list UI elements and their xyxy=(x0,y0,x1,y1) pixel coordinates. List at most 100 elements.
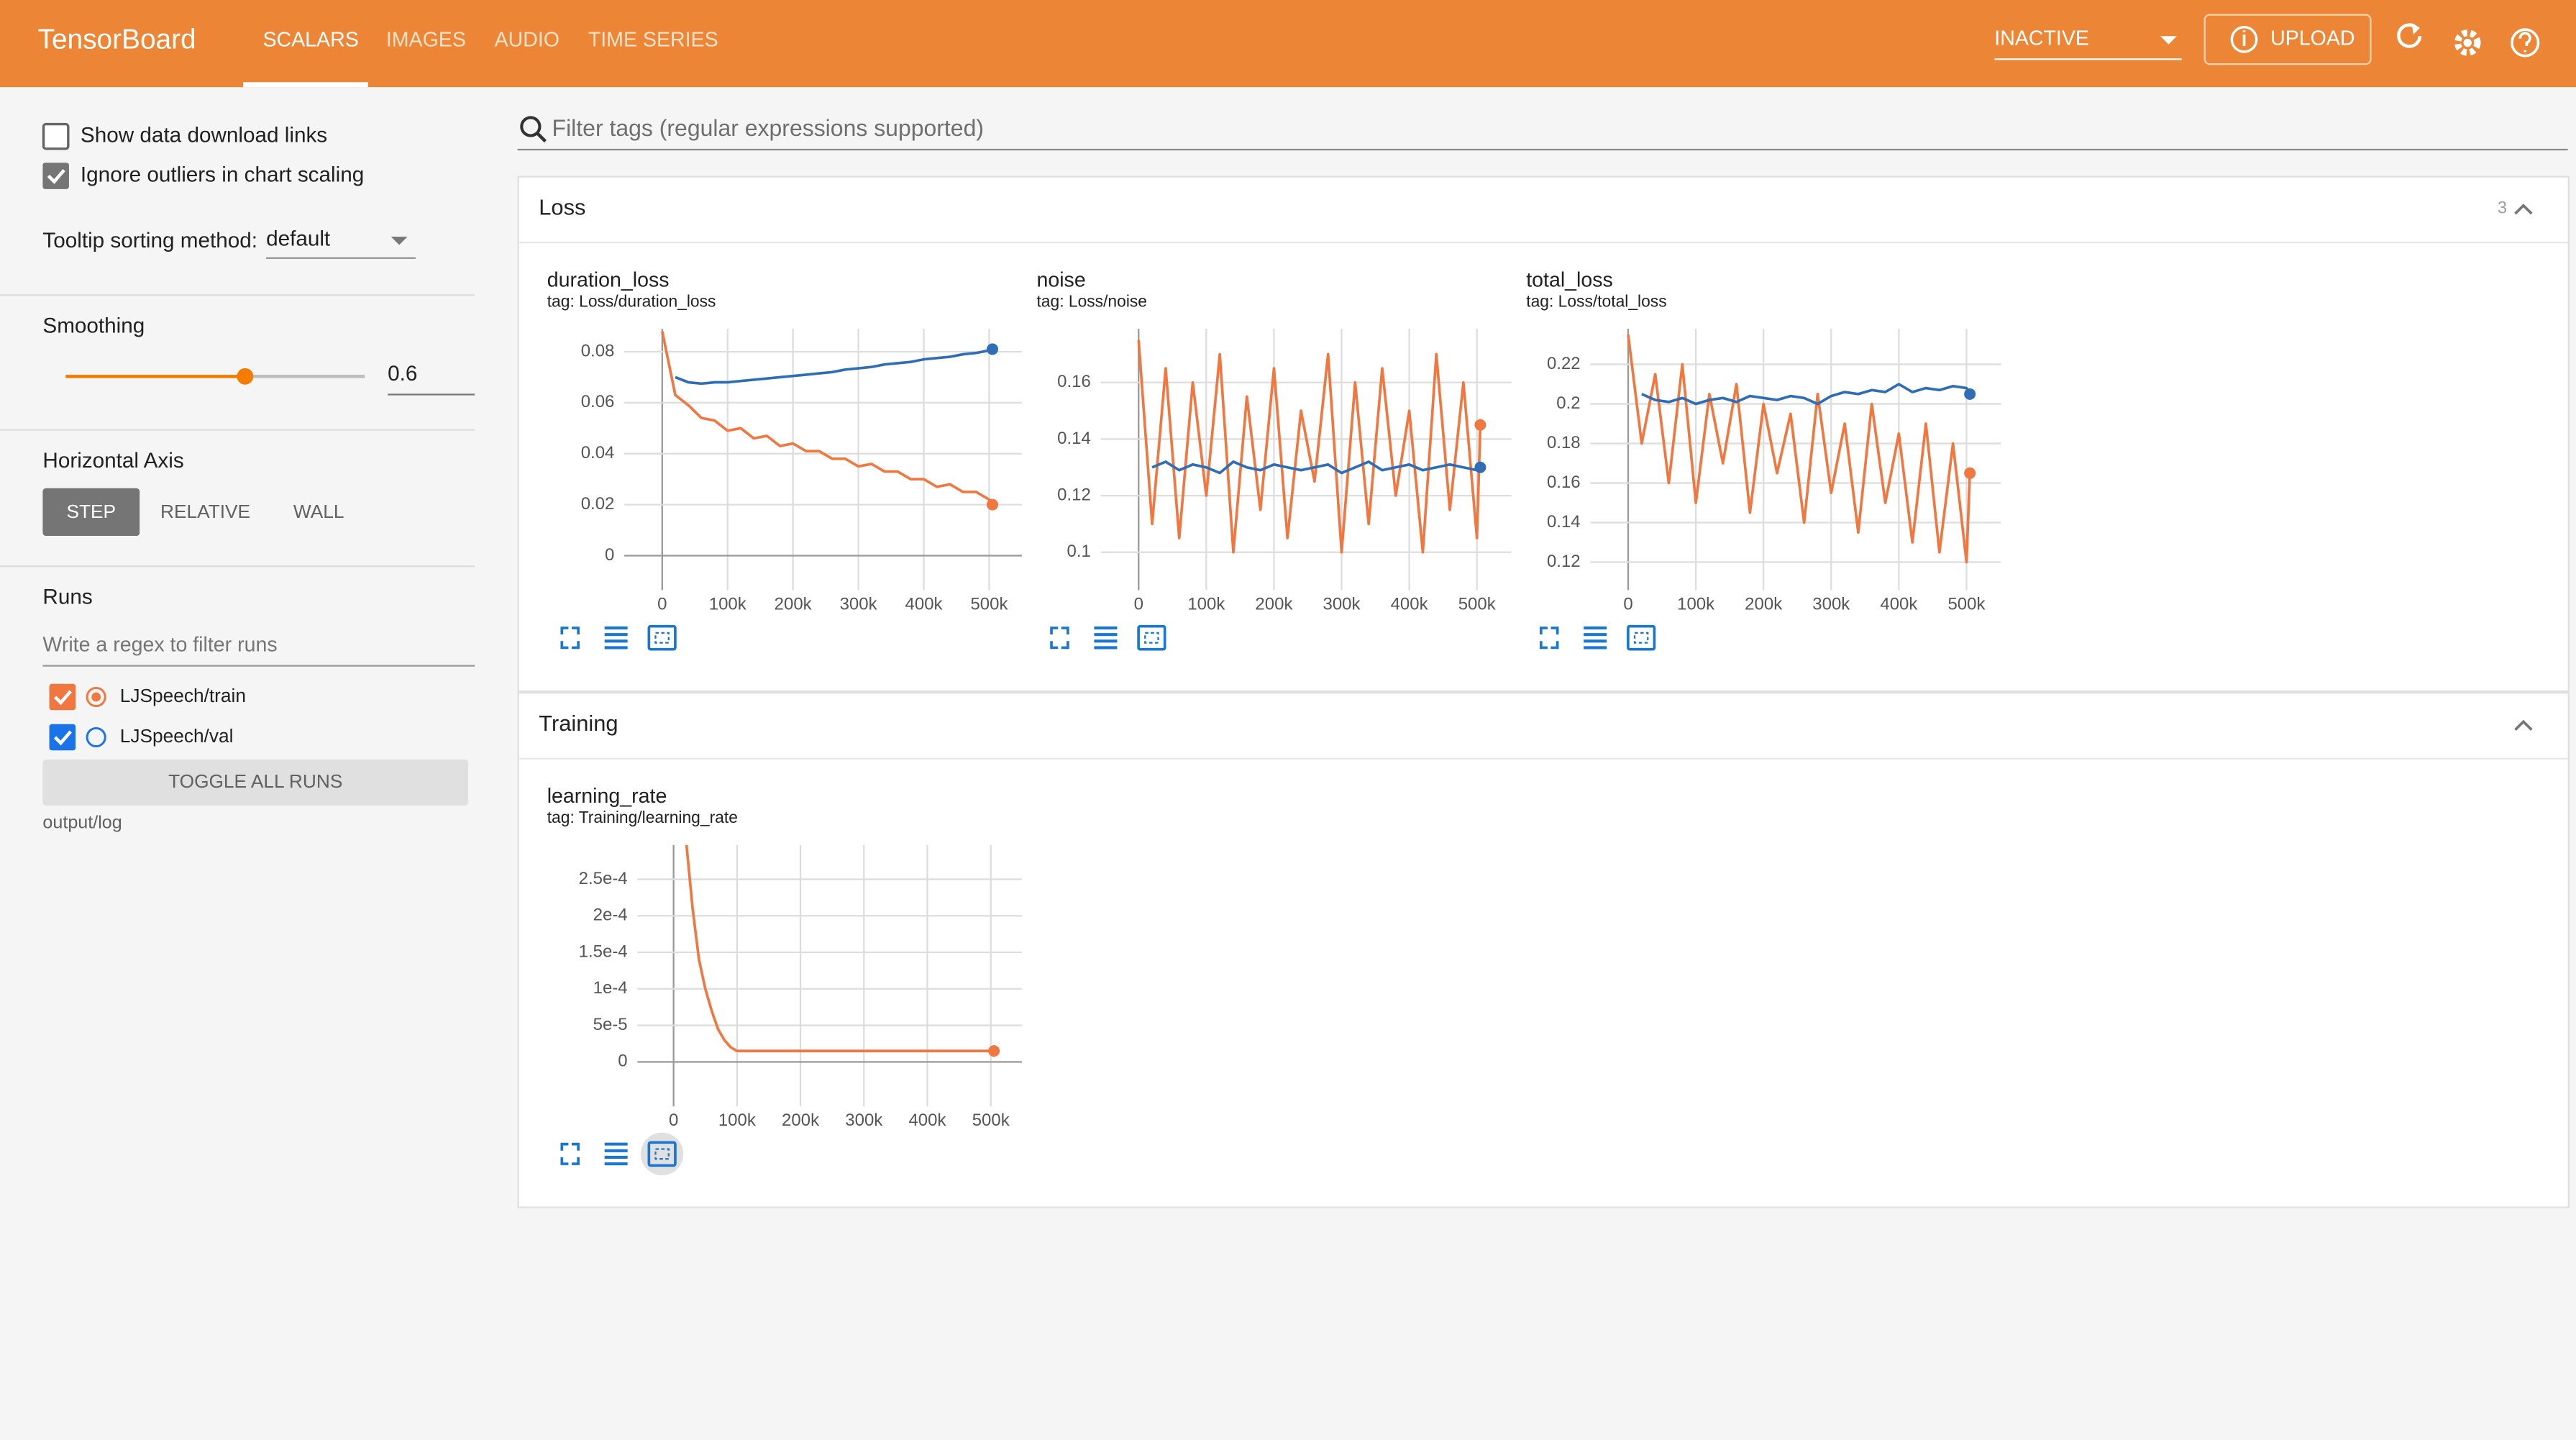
chart-tag: tag: Loss/duration_loss xyxy=(547,292,716,311)
run-checkbox[interactable] xyxy=(49,683,76,711)
section-title[interactable]: Loss xyxy=(539,194,585,219)
toggle-button[interactable] xyxy=(42,759,469,806)
smoothing-label: Smoothing xyxy=(42,314,145,338)
y-tick-label: 1e-4 xyxy=(593,978,628,998)
icon-focus xyxy=(640,1132,684,1176)
slider-thumb[interactable] xyxy=(237,368,254,385)
y-tick-label: 0.16 xyxy=(1547,473,1581,492)
status-select[interactable]: INACTIVE xyxy=(1994,27,2089,50)
dropdown-arrow[interactable] xyxy=(2160,36,2177,45)
checkbox-label: Show data download links xyxy=(81,124,327,147)
tab[interactable]: AUDIO xyxy=(495,29,559,52)
chart-tag: tag: Training/learning_rate xyxy=(547,808,738,826)
series-line xyxy=(1137,340,1482,554)
chart-title: noise xyxy=(1036,268,1085,291)
search-icon-handle xyxy=(536,132,547,143)
data-table-icon[interactable] xyxy=(604,626,628,650)
series-line xyxy=(661,331,994,506)
x-tick-label: 200k xyxy=(1745,594,1783,614)
upload-label[interactable]: UPLOAD xyxy=(2270,27,2355,50)
runs-list: LJSpeech/train LJSpeech/val xyxy=(49,683,246,751)
x-tick-label: 300k xyxy=(840,594,878,614)
help-icon[interactable] xyxy=(2511,28,2540,58)
fullscreen-icon[interactable] xyxy=(560,1142,580,1165)
data-table-icon[interactable] xyxy=(604,1142,628,1166)
run-name: LJSpeech/train xyxy=(120,685,246,706)
dropdown-arrow[interactable] xyxy=(390,237,408,245)
fullscreen-icon[interactable] xyxy=(560,626,580,650)
smoothing-value[interactable]: 0.6 xyxy=(388,362,417,386)
toggle-label[interactable]: TOGGLE ALL RUNS xyxy=(168,770,342,792)
y-tick-label: 2e-4 xyxy=(593,906,628,925)
runs-filter[interactable]: Write a regex to filter runs xyxy=(42,634,277,657)
chart-title: learning_rate xyxy=(547,785,667,808)
series-line xyxy=(1641,383,1971,406)
collapse-icon[interactable] xyxy=(2514,719,2533,732)
section-title[interactable]: Training xyxy=(539,711,618,736)
fit-domain-icon[interactable] xyxy=(1137,624,1166,651)
data-table-icon[interactable] xyxy=(1584,626,1607,650)
axis-button-active[interactable] xyxy=(42,488,140,537)
refresh-icon[interactable] xyxy=(2397,23,2422,48)
fit-domain-icon[interactable] xyxy=(1627,624,1656,651)
x-tick-label: 100k xyxy=(718,1111,757,1130)
tooltip-select[interactable]: default xyxy=(266,227,331,251)
smoothing-slider[interactable] xyxy=(65,368,365,385)
upload-button[interactable] xyxy=(2203,14,2372,65)
y-tick-label: 0.12 xyxy=(1547,552,1581,571)
x-tick-label: 0 xyxy=(669,1111,678,1130)
checkbox-checked[interactable] xyxy=(42,163,69,189)
settings-icon[interactable] xyxy=(2454,29,2481,56)
y-tick-label: 0.22 xyxy=(1547,354,1581,373)
fullscreen-icon[interactable] xyxy=(1050,626,1069,650)
tab[interactable]: SCALARS xyxy=(263,29,359,52)
series-end-point xyxy=(1964,467,1976,479)
x-tick-label: 0 xyxy=(657,594,667,614)
axis-option[interactable]: WALL xyxy=(293,501,344,522)
checkmark xyxy=(53,730,72,746)
chart-count: 3 xyxy=(2498,199,2507,218)
data-table-icon[interactable] xyxy=(1094,626,1118,650)
run-checkbox[interactable] xyxy=(49,724,76,751)
y-tick-label: 0 xyxy=(605,545,614,565)
checkbox[interactable] xyxy=(42,122,70,150)
series-end-point xyxy=(987,498,998,511)
run-radio[interactable] xyxy=(86,686,106,708)
filter-input[interactable]: Filter tags (regular expressions support… xyxy=(552,115,984,141)
tab[interactable]: TIME SERIES xyxy=(588,29,718,52)
run-radio-dot xyxy=(91,692,101,702)
search-icon xyxy=(520,116,542,137)
axis-option[interactable]: STEP xyxy=(66,501,116,522)
series-line xyxy=(1627,334,1971,564)
y-tick-label: 1.5e-4 xyxy=(579,942,628,961)
y-tick-label: 0.14 xyxy=(1057,429,1091,448)
checkbox-label: Ignore outliers in chart scaling xyxy=(81,163,364,186)
collapse-icon[interactable] xyxy=(2514,204,2533,215)
axis-option[interactable]: RELATIVE xyxy=(160,501,250,522)
fit-domain-icon[interactable] xyxy=(647,624,677,651)
run-radio[interactable] xyxy=(86,726,106,748)
y-tick-label: 2.5e-4 xyxy=(579,869,628,888)
fullscreen-icon[interactable] xyxy=(1539,626,1559,650)
x-tick-label: 500k xyxy=(972,1111,1010,1130)
chart-tag: tag: Loss/noise xyxy=(1036,292,1147,311)
y-tick-label: 0.08 xyxy=(581,341,615,360)
fit-domain-inner xyxy=(654,1148,670,1160)
fit-domain-icon[interactable] xyxy=(647,1141,677,1167)
x-tick-label: 400k xyxy=(1391,594,1429,614)
x-tick-label: 400k xyxy=(908,1111,946,1130)
x-tick-label: 300k xyxy=(845,1111,883,1130)
tab[interactable]: IMAGES xyxy=(386,29,466,52)
x-tick-label: 100k xyxy=(1677,594,1715,614)
y-tick-label: 0.16 xyxy=(1057,372,1091,391)
series-line xyxy=(1151,460,1481,475)
x-tick-label: 300k xyxy=(1812,594,1850,614)
y-tick-label: 0.12 xyxy=(1057,485,1091,504)
